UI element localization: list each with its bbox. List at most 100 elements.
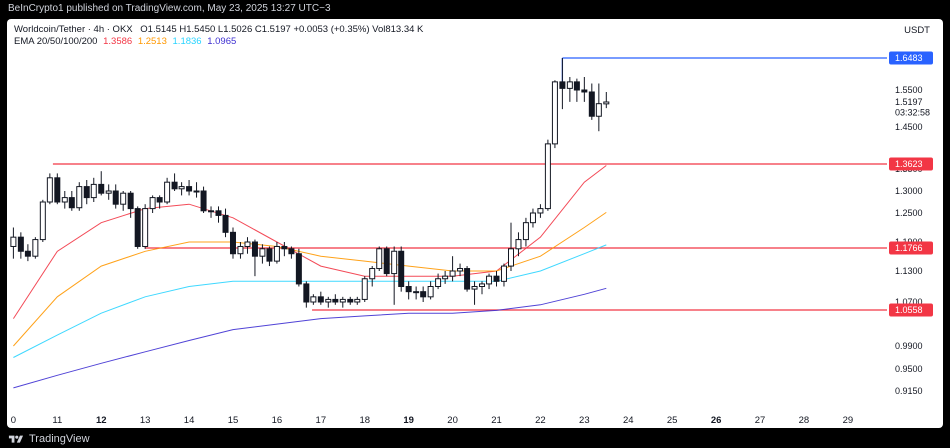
bullish-candle	[273, 242, 280, 264]
candle-body	[193, 190, 200, 193]
countdown-label: 03:32:58	[895, 108, 930, 118]
candle-body	[156, 197, 163, 203]
bullish-candle	[208, 206, 215, 218]
candle-body	[295, 253, 302, 285]
price-tag	[889, 303, 933, 317]
candle-body	[581, 89, 588, 93]
price-tag	[889, 157, 933, 171]
x-axis-tick: 12	[96, 415, 107, 426]
candle-body	[361, 278, 368, 300]
candle-body	[164, 181, 171, 203]
ema100-value: 1.1836	[172, 36, 202, 47]
bearish-candle	[24, 244, 31, 262]
candle-body	[46, 177, 53, 203]
candle-body	[17, 236, 24, 252]
candle-body	[522, 222, 529, 241]
bullish-candle	[310, 294, 317, 305]
bearish-candle	[186, 180, 193, 196]
bullish-candle	[449, 256, 456, 282]
bullish-candle	[46, 173, 53, 205]
x-axis-tick: 24	[623, 415, 634, 426]
candle-body	[500, 265, 507, 282]
bullish-candle	[76, 182, 83, 211]
candlestick-chart[interactable]: 1.55001.45001.35001.30001.25001.19001.13…	[7, 19, 943, 428]
x-axis-tick: 23	[579, 415, 590, 426]
x-axis-tick: 21	[491, 415, 502, 426]
candle-body	[493, 275, 500, 282]
y-axis-tick: 0.9500	[895, 364, 923, 374]
footer-brand: TradingView	[8, 433, 90, 445]
x-axis-tick: 22	[535, 415, 546, 426]
y-axis-tick: 1.1300	[895, 266, 923, 276]
bullish-candle	[142, 204, 149, 249]
ema50-value: 1.2513	[137, 36, 167, 47]
candle-body	[537, 208, 544, 214]
y-axis-tick: 1.0700	[895, 297, 923, 307]
bearish-candle	[295, 248, 302, 287]
candle-body	[244, 241, 251, 247]
candle-body	[215, 210, 222, 216]
publisher-credit: BeInCrypto1 published on TradingView.com…	[8, 3, 331, 14]
candle-body	[10, 236, 17, 247]
bullish-candle	[259, 244, 266, 264]
bullish-candle	[105, 184, 112, 200]
candle-body	[369, 268, 376, 280]
bullish-candle	[361, 276, 368, 302]
bearish-candle	[317, 291, 324, 305]
bullish-candle	[90, 177, 97, 202]
x-axis-tick: 13	[140, 415, 151, 426]
price-tag	[889, 51, 933, 65]
bullish-candle	[537, 204, 544, 218]
x-axis-tick: 26	[711, 415, 722, 426]
candle-body	[273, 245, 280, 262]
bullish-candle	[479, 281, 486, 295]
bullish-candle	[178, 182, 185, 196]
candle-body	[486, 275, 493, 285]
candle-body	[464, 268, 471, 290]
x-axis-tick: 17	[316, 415, 327, 426]
bullish-candle	[32, 237, 39, 259]
ema-label: EMA 20/50/100/200	[14, 36, 98, 47]
candle-body	[90, 183, 97, 199]
y-axis-tick: 1.5500	[895, 85, 923, 95]
ema200-value: 1.0965	[207, 36, 237, 47]
bullish-candle	[435, 273, 442, 290]
bearish-candle	[398, 246, 405, 292]
candle-body	[420, 291, 427, 298]
symbol-name: Worldcoin/Tether · 4h · OKX	[14, 24, 133, 35]
ema100-line	[13, 244, 607, 358]
y-axis-tick: 1.3000	[895, 186, 923, 196]
bearish-candle	[215, 206, 222, 223]
bearish-candle	[112, 184, 119, 209]
candle-body	[98, 183, 105, 194]
bullish-candle	[369, 266, 376, 287]
bearish-candle	[98, 171, 105, 196]
x-axis-tick: 14	[184, 415, 195, 426]
candle-body	[208, 210, 215, 213]
bullish-candle	[120, 191, 127, 211]
price-tag-label: 1.3623	[895, 159, 923, 169]
chart-panel[interactable]: Worldcoin/Tether · 4h · OKX O1.5145 H1.5…	[7, 19, 943, 428]
y-axis-tick: 0.9900	[895, 341, 923, 351]
x-axis-tick: 29	[843, 415, 854, 426]
candle-body	[332, 298, 339, 303]
candle-body	[229, 231, 236, 255]
candle-body	[310, 296, 317, 303]
bearish-candle	[156, 195, 163, 209]
ema20-line	[12, 165, 607, 319]
bearish-candle	[134, 206, 141, 249]
x-axis-tick: 11	[52, 415, 62, 426]
bearish-candle	[581, 76, 588, 102]
bearish-candle	[222, 208, 229, 238]
y-axis-tick: 1.2500	[895, 208, 923, 218]
price-tag-label: 1.6483	[895, 53, 923, 63]
candle-body	[200, 190, 207, 212]
candle-body	[515, 239, 522, 250]
x-axis-tick: 27	[755, 415, 766, 426]
bearish-candle	[127, 191, 134, 218]
bullish-candle	[515, 232, 522, 257]
bullish-candle	[500, 263, 507, 287]
bullish-candle	[354, 296, 361, 305]
bullish-candle	[529, 208, 536, 228]
